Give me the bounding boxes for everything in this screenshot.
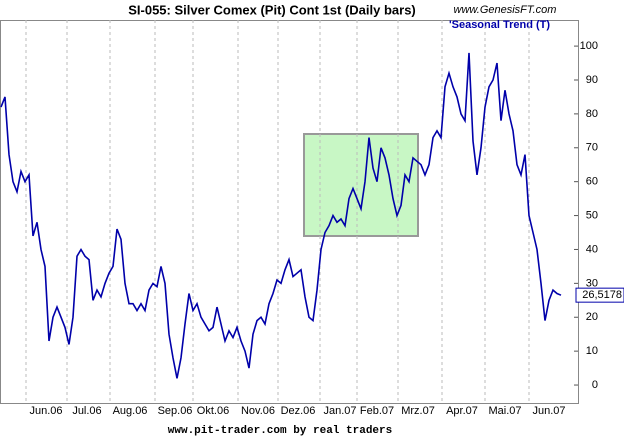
x-tick-label: Mrz.07 bbox=[401, 405, 435, 417]
x-tick-label: Nov.06 bbox=[241, 405, 275, 417]
highlight-box bbox=[303, 133, 419, 237]
y-tick-label: 50 bbox=[586, 209, 598, 221]
x-tick-label: Jun.06 bbox=[29, 405, 62, 417]
y-tick-label: 20 bbox=[586, 311, 598, 323]
y-tick-label: 80 bbox=[586, 108, 598, 120]
legend-entry: 'Seasonal Trend (T) bbox=[449, 19, 550, 31]
x-tick-label: Dez.06 bbox=[281, 405, 316, 417]
x-tick-label: Feb.07 bbox=[360, 405, 394, 417]
website: www.GenesisFT.com bbox=[454, 4, 557, 16]
x-tick-label: Mai.07 bbox=[488, 405, 521, 417]
x-tick-label: Jan.07 bbox=[323, 405, 356, 417]
x-tick-label: Sep.06 bbox=[158, 405, 193, 417]
x-tick-label: Jun.07 bbox=[532, 405, 565, 417]
y-tick-label: 40 bbox=[586, 243, 598, 255]
y-tick-label: 30 bbox=[586, 277, 598, 289]
x-tick-label: Apr.07 bbox=[446, 405, 478, 417]
plot-frame bbox=[0, 20, 579, 404]
value-label-box bbox=[575, 287, 624, 303]
y-tick-label: 70 bbox=[586, 142, 598, 154]
chart-title: SI-055: Silver Comex (Pit) Cont 1st (Dai… bbox=[128, 2, 416, 17]
x-tick-label: Okt.06 bbox=[197, 405, 229, 417]
y-tick-label: 0 bbox=[592, 379, 598, 391]
x-tick-label: Aug.06 bbox=[113, 405, 148, 417]
value-label: 26,5178 bbox=[582, 289, 622, 301]
y-tick-label: 60 bbox=[586, 176, 598, 188]
y-tick-label: 100 bbox=[580, 40, 598, 52]
x-tick-label: Jul.06 bbox=[72, 405, 101, 417]
series-line bbox=[0, 52, 562, 379]
y-tick-label: 90 bbox=[586, 74, 598, 86]
y-tick-label: 10 bbox=[586, 345, 598, 357]
footer: www.pit-trader.com by real traders bbox=[168, 425, 392, 437]
